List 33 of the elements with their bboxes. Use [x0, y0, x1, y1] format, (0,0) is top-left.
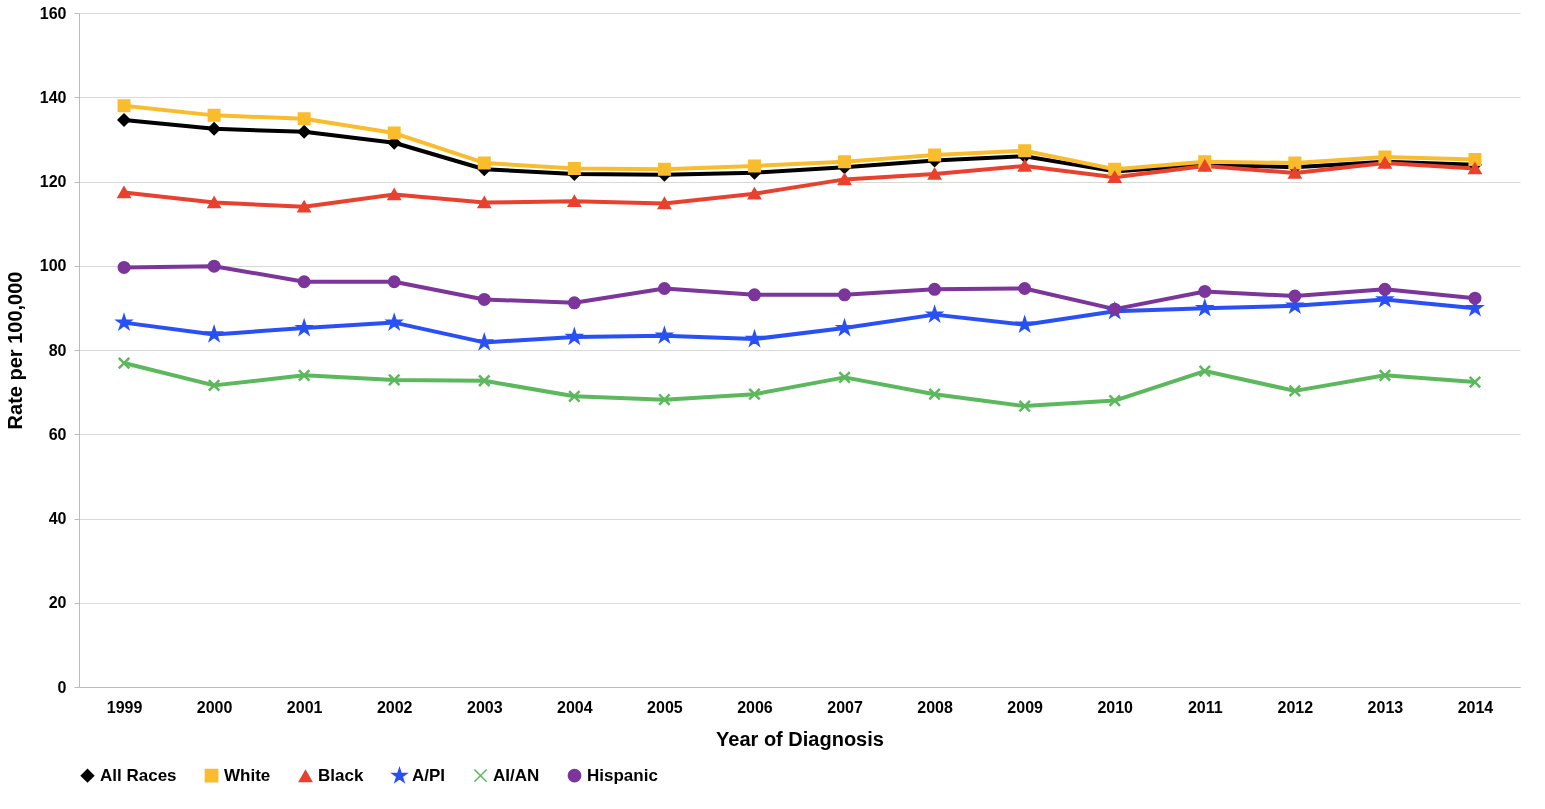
x-tick-label: 2013	[1367, 698, 1404, 716]
legend-label: Hispanic	[587, 765, 658, 785]
x-tick-label: 2000	[196, 698, 233, 716]
x-tick-label: 2014	[1457, 698, 1494, 716]
x-axis-title: Year of Diagnosis	[716, 727, 884, 750]
y-axis-title: Rate per 100,000	[3, 271, 26, 430]
y-tick-label: 0	[57, 678, 67, 696]
x-tick-label: 2007	[827, 698, 863, 716]
x-tick-label: 2012	[1277, 698, 1314, 716]
x-tick-label: 1999	[106, 698, 143, 716]
y-tick-label: 160	[39, 4, 67, 22]
y-tick-label: 80	[48, 341, 67, 359]
y-tick-label: 60	[48, 425, 67, 443]
y-tick-label: 100	[39, 257, 67, 275]
x-tick-label: 2001	[286, 698, 323, 716]
y-tick-label: 140	[39, 88, 67, 106]
legend-label: All Races	[100, 765, 177, 785]
y-tick-label: 20	[48, 594, 67, 612]
x-tick-label: 2004	[557, 698, 593, 716]
y-tick-label: 120	[39, 173, 67, 190]
y-tick-label: 40	[48, 510, 67, 527]
legend-label: AI/AN	[493, 765, 540, 785]
x-tick-label: 2008	[917, 698, 953, 716]
x-tick-label: 2006	[737, 698, 773, 716]
legend-label: A/PI	[412, 765, 446, 785]
legend-label: White	[224, 765, 271, 785]
x-tick-label: 2003	[466, 698, 503, 716]
x-tick-label: 2005	[647, 698, 683, 716]
legend-label: Black	[318, 766, 364, 786]
x-tick-label: 2009	[1007, 698, 1044, 716]
x-tick-label: 2011	[1187, 698, 1223, 716]
x-tick-label: 2010	[1097, 698, 1134, 716]
x-tick-label: 2002	[376, 698, 413, 716]
